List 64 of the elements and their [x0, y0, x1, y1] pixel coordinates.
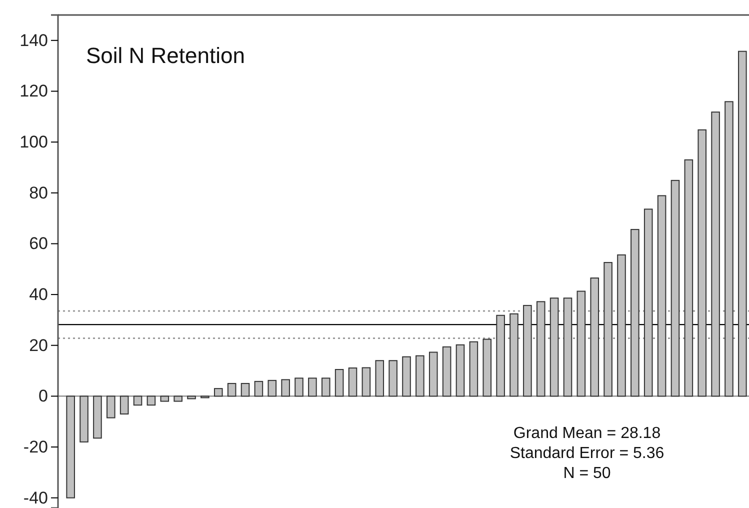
bar: [576, 290, 586, 397]
bar: [456, 344, 465, 397]
bar: [523, 304, 532, 397]
bar: [496, 314, 505, 397]
bar: [187, 396, 196, 400]
annotation: N = 50: [563, 465, 611, 482]
bar: [160, 396, 170, 402]
bar: [644, 208, 653, 397]
bar: [80, 396, 88, 442]
bar: [563, 298, 572, 397]
y-tick-label: 0: [38, 386, 48, 406]
bar: [402, 356, 411, 397]
bar: [657, 195, 666, 397]
bar: [482, 338, 492, 397]
y-tick-label: 60: [29, 234, 48, 254]
bar: [670, 180, 680, 397]
y-tick-label: 120: [20, 82, 48, 101]
bar: [294, 378, 304, 397]
bar: [133, 396, 142, 406]
y-tick-label: -20: [23, 437, 48, 456]
bar: [738, 50, 747, 397]
bar: [227, 382, 236, 397]
bar: [240, 382, 250, 397]
bar: [268, 380, 277, 397]
bar: [604, 262, 612, 397]
bar: [93, 396, 102, 439]
bar: [281, 379, 290, 397]
bar: [630, 228, 640, 397]
bar: [321, 378, 330, 397]
bar: [469, 341, 478, 397]
bar: [375, 360, 384, 397]
y-tick-label: 100: [20, 132, 48, 152]
y-tick-label: 80: [29, 183, 48, 202]
bar: [416, 355, 424, 397]
bar: [146, 396, 156, 406]
bar: [510, 313, 518, 397]
bar: [550, 298, 559, 397]
bar: [66, 396, 75, 498]
bar: [617, 254, 626, 397]
y-tick-label: 20: [29, 336, 48, 355]
bar: [348, 367, 358, 397]
bar: [308, 378, 317, 397]
bar: [590, 278, 600, 397]
bar: [428, 352, 438, 397]
bar: [684, 159, 694, 397]
bar: [334, 369, 344, 397]
y-tick-label: 40: [29, 284, 48, 304]
y-tick-label: 140: [20, 30, 48, 50]
bar: [536, 301, 546, 397]
text: Soil N Retention: [86, 43, 245, 68]
bar: [254, 380, 264, 397]
bar: [724, 101, 734, 397]
annotation: Grand Mean = 28.18: [513, 425, 661, 442]
bar: [442, 346, 452, 397]
y-tick-label: -40: [23, 488, 48, 508]
bar: [120, 396, 129, 414]
bar: [106, 396, 116, 418]
bar: [388, 360, 398, 397]
bar: [214, 388, 223, 397]
bar: [698, 129, 706, 397]
bar: [174, 396, 182, 402]
annotation: Standard Error = 5.36: [510, 445, 664, 462]
bar: [711, 112, 720, 397]
bar: [362, 367, 371, 397]
